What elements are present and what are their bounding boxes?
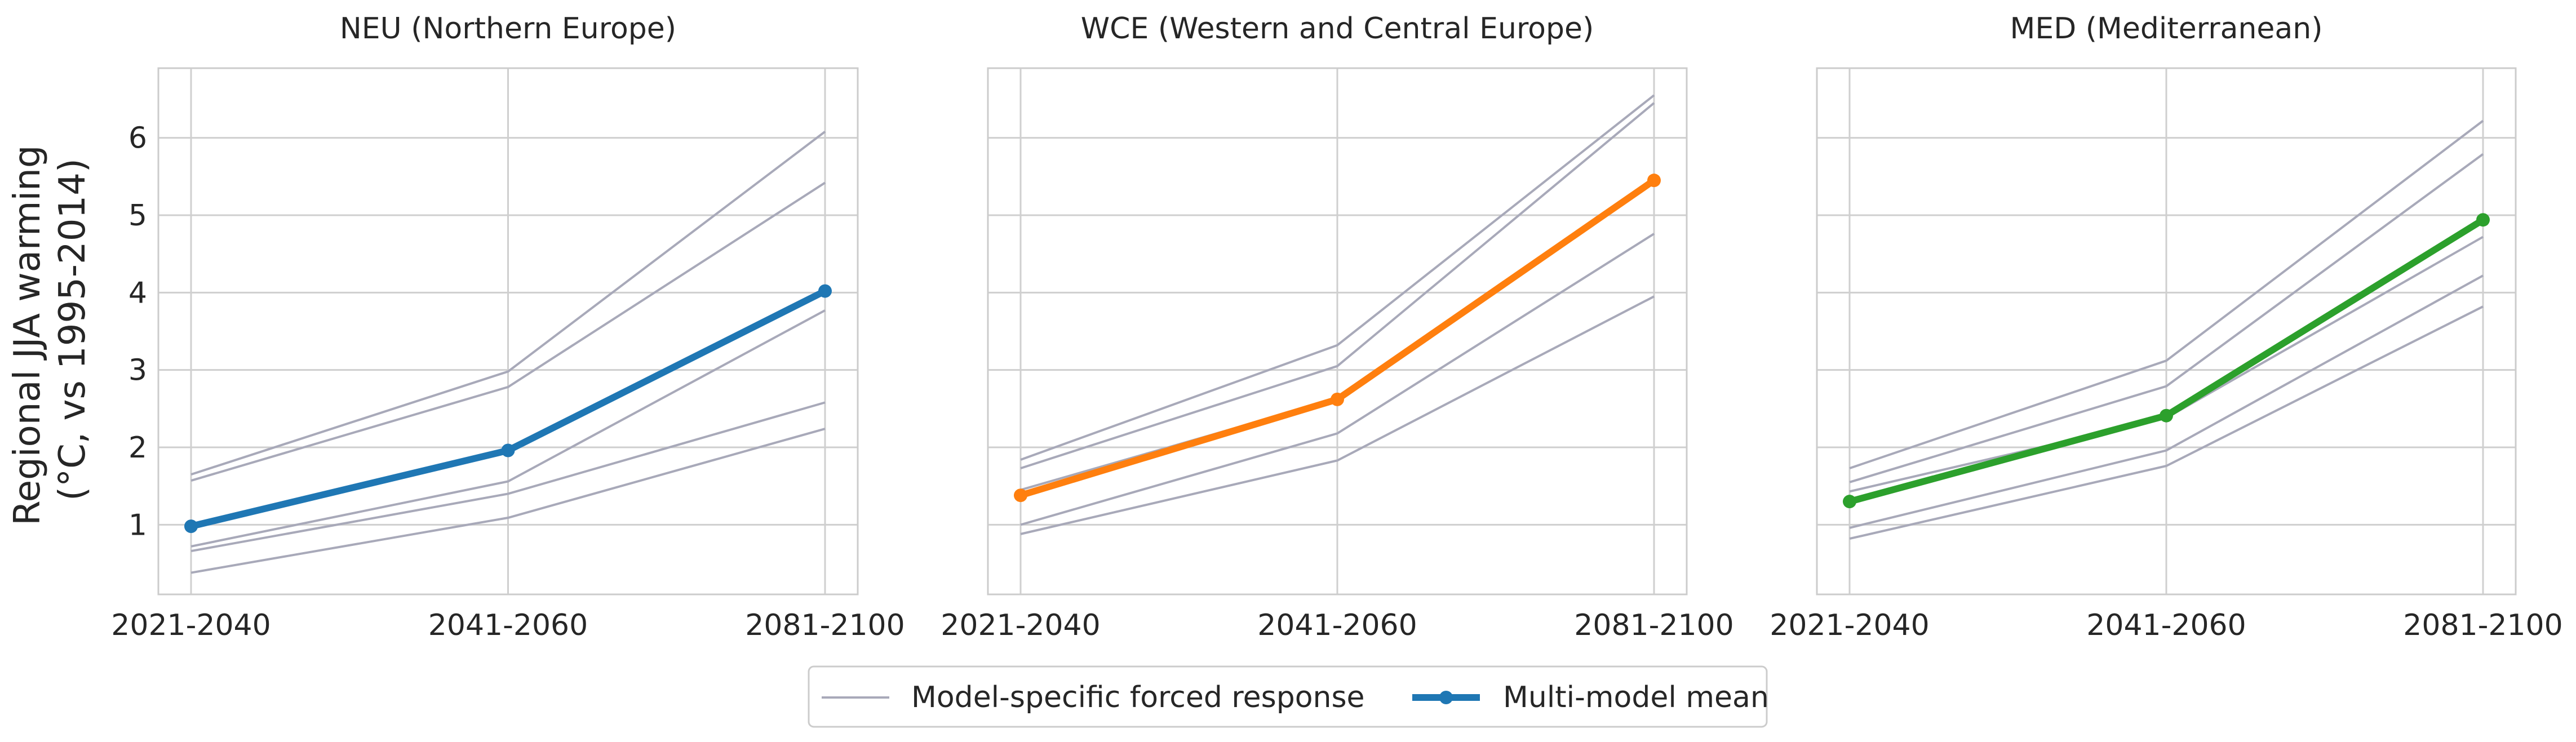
x-tick-label-1: 2041-2060 xyxy=(428,608,588,642)
mean-point-2 xyxy=(1647,174,1661,188)
x-tick-label-1: 2041-2060 xyxy=(1257,608,1417,642)
model-line-2 xyxy=(190,181,826,482)
mean-point-2 xyxy=(818,284,832,298)
panel-0: 1 2 3 4 5 6 2021-2040 2041-2060 2081-2100 NEU (No… xyxy=(111,12,905,642)
y-tick-label-3: 4 xyxy=(128,276,147,310)
y-axis-label-line-2: (°C, vs 1995-2014) xyxy=(52,158,94,501)
y-axis-label: Regional JJA warming (°C, vs 1995-2014) xyxy=(7,134,94,526)
model-line-5 xyxy=(190,428,826,574)
panels: 1 2 3 4 5 6 2021-2040 2041-2060 2081-2100 NEU (No… xyxy=(111,12,2562,642)
plot-frame xyxy=(987,67,1688,596)
x-tick-label-0: 2021-2040 xyxy=(941,608,1100,642)
legend-model-label: Model-specific forced response xyxy=(911,681,1365,714)
y-tick-label-5: 6 xyxy=(128,122,147,155)
mean-point-0 xyxy=(1843,495,1856,509)
x-tick-label-1: 2041-2060 xyxy=(2086,608,2246,642)
legend: Model-specific forced response Multi-mod… xyxy=(808,665,1769,728)
model-line-4 xyxy=(190,401,826,553)
y-tick-label-0: 1 xyxy=(128,508,147,542)
x-tick-label-2: 2081-2100 xyxy=(745,608,905,642)
panel-title: NEU (Northern Europe) xyxy=(340,12,676,46)
mean-point-0 xyxy=(1014,488,1027,503)
mean-point-1 xyxy=(501,443,515,457)
panel-1: 2021-2040 2041-2060 2081-2100 WCE (Western … xyxy=(941,12,1733,642)
mean-point-1 xyxy=(1331,392,1344,406)
model-line-5 xyxy=(1849,305,2484,540)
panel-title: MED (Mediterranean) xyxy=(2010,12,2322,46)
panel-title: WCE (Western and Central Europe) xyxy=(1081,12,1594,46)
model-line-2 xyxy=(1849,153,2484,483)
mean-point-2 xyxy=(2476,213,2490,227)
x-tick-label-2: 2081-2100 xyxy=(2403,608,2562,642)
model-line-4 xyxy=(1849,274,2484,529)
mean-point-1 xyxy=(2160,408,2173,423)
plot-frame xyxy=(157,67,859,596)
plot-frame xyxy=(1816,67,2517,596)
model-line-2 xyxy=(1020,102,1655,470)
legend-mean-marker xyxy=(1439,691,1453,704)
legend-frame xyxy=(808,665,1768,728)
y-tick-label-1: 2 xyxy=(128,431,147,465)
model-line-1 xyxy=(1020,94,1655,461)
y-axis-label-line-1: Regional JJA warming xyxy=(7,145,48,526)
y-tick-label-2: 3 xyxy=(128,354,147,388)
model-line-1 xyxy=(190,131,826,476)
mean-point-0 xyxy=(184,519,198,534)
model-line-4 xyxy=(1020,233,1655,526)
x-tick-label-0: 2021-2040 xyxy=(1770,608,1929,642)
panel-2: 2021-2040 2041-2060 2081-2100 MED (Mediterr… xyxy=(1770,12,2562,642)
model-line-5 xyxy=(1020,295,1655,535)
x-tick-label-0: 2021-2040 xyxy=(111,608,271,642)
x-tick-label-2: 2081-2100 xyxy=(1574,608,1733,642)
model-line-1 xyxy=(1849,119,2484,470)
y-tick-label-4: 5 xyxy=(128,199,147,233)
legend-mean-label: Multi-model mean xyxy=(1503,681,1769,714)
model-line-3 xyxy=(190,309,826,548)
